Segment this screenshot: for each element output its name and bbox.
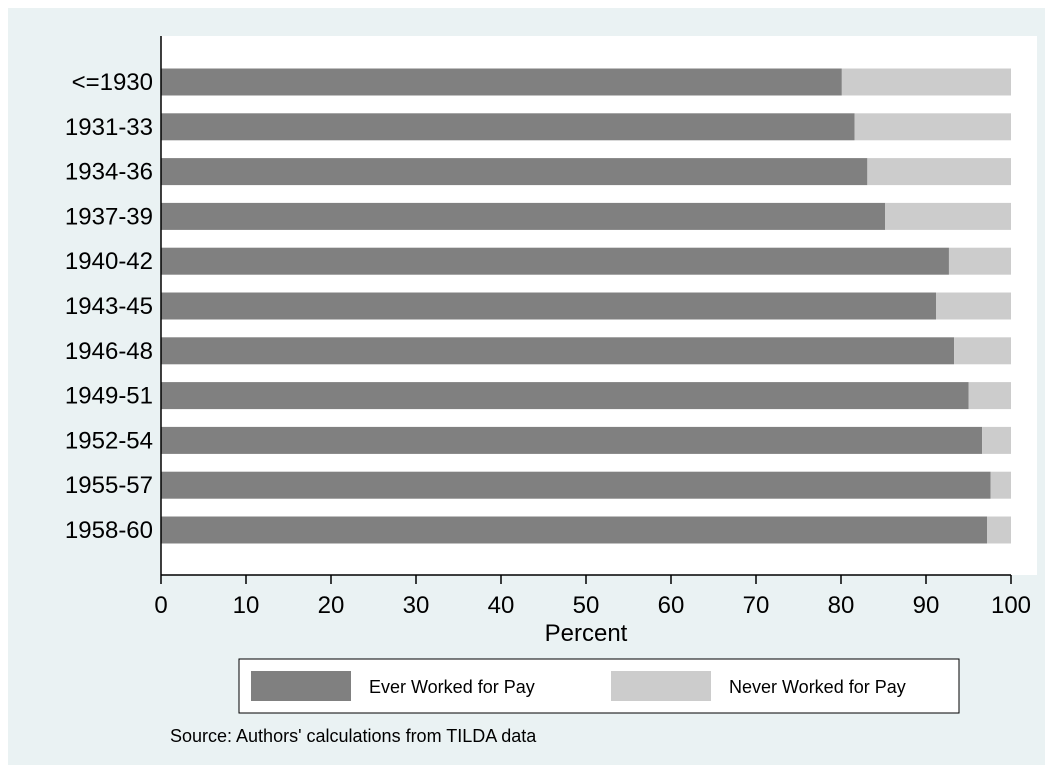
bars-group [161, 68, 1011, 544]
legend-swatch-never-worked [611, 671, 711, 701]
legend-label-ever-worked: Ever Worked for Pay [369, 677, 535, 697]
x-tick-label: 100 [991, 592, 1031, 619]
bar-never-worked-10 [987, 516, 1011, 544]
x-tick-label: 20 [318, 592, 345, 619]
bar-ever-worked-9 [161, 471, 991, 499]
bar-never-worked-4 [948, 247, 1011, 275]
bar-ever-worked-5 [161, 292, 937, 320]
legend-label-never-worked: Never Worked for Pay [729, 677, 906, 697]
bar-ever-worked-10 [161, 516, 988, 544]
legend: Ever Worked for Pay Never Worked for Pay [238, 658, 960, 714]
legend-swatch-ever-worked [251, 671, 351, 701]
x-tick-label: 70 [743, 592, 770, 619]
category-label: 1931-33 [65, 114, 153, 141]
bar-ever-worked-2 [161, 158, 868, 186]
bar-never-worked-6 [954, 337, 1011, 365]
bar-ever-worked-1 [161, 113, 855, 141]
bar-ever-worked-0 [161, 68, 842, 96]
x-tick-label: 10 [233, 592, 260, 619]
bar-never-worked-7 [968, 382, 1011, 410]
bar-never-worked-9 [990, 471, 1011, 499]
category-label: 1934-36 [65, 159, 153, 186]
category-label: 1937-39 [65, 203, 153, 230]
source-note: Source: Authors' calculations from TILDA… [170, 726, 537, 746]
category-label: 1946-48 [65, 338, 153, 365]
x-axis-ticks: 0 10 20 30 40 50 60 70 80 90 100 [154, 575, 1031, 619]
bar-never-worked-0 [841, 68, 1011, 96]
bar-ever-worked-3 [161, 202, 886, 230]
bar-ever-worked-6 [161, 337, 955, 365]
category-labels: <=1930 1931-33 1934-36 1937-39 1940-42 1943-4… [65, 69, 153, 544]
x-tick-label: 50 [573, 592, 600, 619]
x-tick-label: 80 [828, 592, 855, 619]
category-label: 1955-57 [65, 472, 153, 499]
category-label: <=1930 [72, 69, 153, 96]
category-label: 1952-54 [65, 427, 153, 454]
category-label: 1940-42 [65, 248, 153, 275]
bar-ever-worked-4 [161, 247, 949, 275]
x-axis-title: Percent [545, 620, 628, 647]
bar-never-worked-8 [982, 426, 1011, 454]
bar-never-worked-1 [854, 113, 1011, 141]
bar-ever-worked-7 [161, 382, 969, 410]
bar-never-worked-3 [885, 202, 1011, 230]
category-label: 1958-60 [65, 517, 153, 544]
legend-box [238, 658, 960, 714]
bar-ever-worked-8 [161, 426, 983, 454]
bar-never-worked-2 [867, 158, 1011, 186]
category-label: 1949-51 [65, 383, 153, 410]
x-tick-label: 90 [913, 592, 940, 619]
category-label: 1943-45 [65, 293, 153, 320]
x-tick-label: 40 [488, 592, 515, 619]
x-tick-label: 0 [154, 592, 167, 619]
bar-never-worked-5 [936, 292, 1011, 320]
x-tick-label: 60 [658, 592, 685, 619]
x-tick-label: 30 [403, 592, 430, 619]
